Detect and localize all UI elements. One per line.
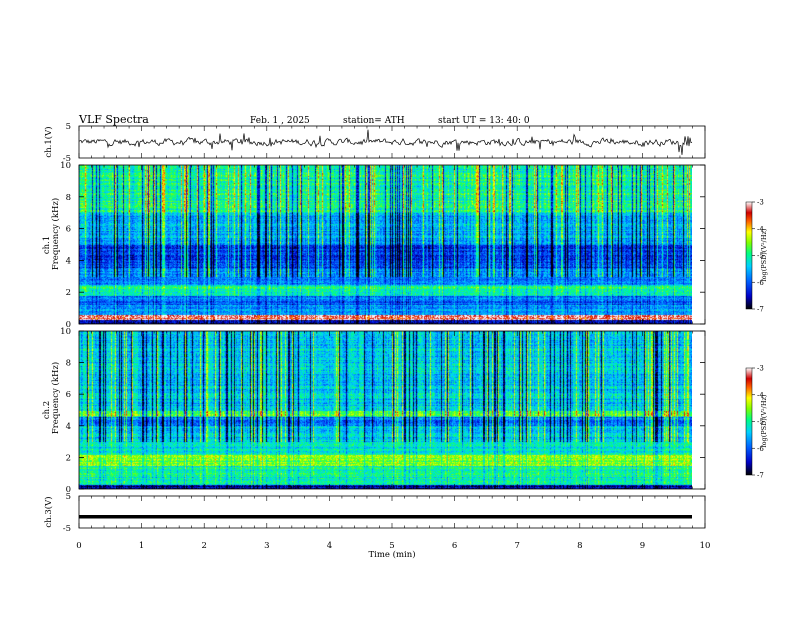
xtick-label: 10	[700, 541, 711, 551]
ch3-ytick-top: 5	[66, 492, 71, 502]
ch1-ytick-bottom: -5	[63, 154, 71, 164]
xtick-label: 7	[514, 541, 519, 551]
time-axis-label: Time (min)	[368, 549, 415, 560]
ch1-freq-ylabel: Frequency (kHz)	[50, 198, 61, 270]
colorbar-tick-label: -3	[757, 199, 764, 207]
ch2-colorbar-label: log(PSD)(V²/Hz)	[760, 394, 768, 447]
xtick-label: 3	[264, 541, 269, 551]
ytick-label: 10	[60, 161, 71, 171]
ch1-waveform-panel: 5 -5 ch.1(V)	[43, 122, 706, 164]
ch1-colorbar	[745, 201, 753, 310]
ch2-spectrogram-image	[79, 331, 692, 489]
ytick-label: 2	[66, 453, 71, 463]
ytick-label: 8	[66, 359, 71, 369]
ch2-freq-ylabel: Frequency (kHz)	[50, 362, 61, 434]
xtick-label: 6	[452, 541, 457, 551]
ch3-ylabel: ch.3(V)	[43, 496, 54, 527]
figure-title: VLF Spectra	[78, 113, 149, 126]
colorbar-tick-label: -5	[757, 252, 764, 260]
colorbar-tick-label: -6	[757, 445, 764, 453]
ch1-spectrogram-image	[79, 165, 692, 324]
colorbar-tick-label: -4	[757, 225, 764, 233]
ch2-colorbar-ticks: -3 -4 -5 -6 -7	[752, 365, 764, 480]
xtick-label: 5	[389, 541, 394, 551]
ch1-ytick-top: 5	[66, 122, 71, 132]
xtick-label: 0	[76, 541, 81, 551]
ch1-colorbar-ticks: -3 -4 -5 -6 -7	[752, 199, 764, 314]
ytick-label: 8	[66, 193, 71, 203]
ch3-ytick-bottom: -5	[63, 524, 71, 534]
xtick-label: 9	[640, 541, 645, 551]
ch1-colorbar-label: log(PSD)(V²/Hz)	[760, 228, 768, 281]
ytick-label: 0	[66, 320, 71, 330]
date-label: Feb. 1 , 2025	[250, 116, 310, 126]
ch1-ylabel: ch.1(V)	[43, 126, 54, 157]
station-label: station= ATH	[343, 116, 405, 126]
ytick-label: 6	[66, 390, 71, 400]
ch1-spectrogram-yticks: 0 2 4 6 8 10	[60, 161, 705, 330]
ytick-label: 10	[60, 327, 71, 337]
colorbar-tick-label: -4	[757, 391, 764, 399]
colorbar-tick-label: -7	[757, 472, 764, 480]
xtick-label: 1	[139, 541, 144, 551]
spec1-raster	[79, 165, 692, 324]
ytick-label: 4	[66, 422, 71, 432]
spec2-raster	[79, 331, 692, 489]
xtick-label: 4	[327, 541, 332, 551]
ytick-label: 2	[66, 288, 71, 298]
ch2-spectrogram-yticks: 0 2 4 6 8 10	[60, 327, 705, 495]
ytick-label: 4	[66, 256, 71, 266]
colorbar-tick-label: -3	[757, 365, 764, 373]
ytick-label: 6	[66, 225, 71, 235]
colorbar-tick-label: -6	[757, 279, 764, 287]
ch2-channel-label: ch.2	[42, 401, 52, 419]
xtick-label: 8	[577, 541, 582, 551]
xtick-label: 2	[201, 541, 206, 551]
start-time-label: start UT = 13: 40: 0	[438, 116, 530, 126]
colorbar-tick-label: -7	[757, 306, 764, 314]
ch1-waveform-line	[78, 129, 693, 155]
ch2-colorbar	[745, 367, 753, 476]
ch1-channel-label: ch.1	[42, 236, 52, 254]
ch3-waveform-panel: 5 -5 ch.3(V)	[43, 492, 706, 534]
time-axis-ticks: 0 1 2 3 4 5 6 7 8 9 10	[76, 126, 710, 551]
ytick-label: 0	[66, 485, 71, 495]
colorbar-tick-label: -5	[757, 418, 764, 426]
